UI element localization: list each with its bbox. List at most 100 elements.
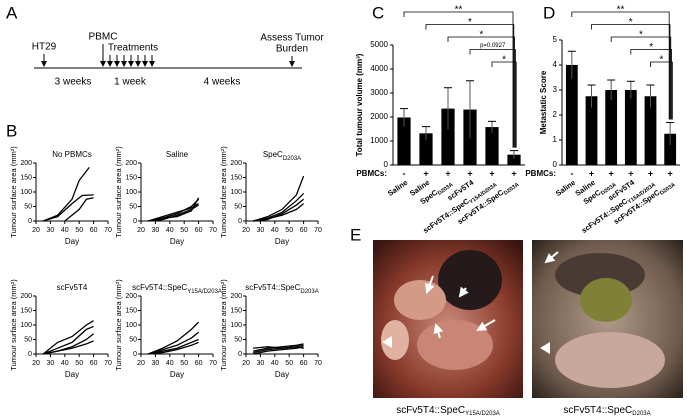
caption-sub: Y15A/D203A: [465, 411, 500, 417]
data-line: [42, 166, 90, 222]
significance-bracket: [571, 11, 670, 120]
y-tick-label: 200: [20, 160, 32, 167]
data-line: [253, 192, 305, 222]
bar: [624, 90, 637, 165]
y-tick-label: 5: [553, 35, 558, 44]
y-axis-label: Tumour surface area (mm²): [219, 279, 228, 371]
x-tick-label: 70: [209, 360, 217, 367]
data-line: [42, 320, 94, 355]
data-line: [147, 321, 200, 355]
x-tick-label: 50: [75, 227, 83, 234]
x-axis-label: Day: [170, 370, 184, 379]
pbmc-sign: +: [467, 168, 472, 178]
category-label-sub: D203A: [503, 182, 520, 197]
significance-bracket: [491, 61, 517, 148]
chart-title-main: scFv5T4::SpeC: [245, 283, 300, 292]
y-tick-label: 2000: [370, 112, 388, 121]
y-tick-label: 100: [125, 322, 137, 329]
y-tick-label: 5000: [370, 40, 388, 49]
photo-arrow: [458, 286, 469, 298]
chart-title-main: No PBMCs: [52, 150, 92, 159]
y-tick-label: 100: [125, 189, 137, 196]
significance-label: *: [659, 55, 663, 66]
significance-bracket: [591, 24, 671, 120]
y-tick-label: 200: [230, 293, 242, 300]
y-tick-label: 50: [234, 203, 242, 210]
y-axis-label: Metastatic Score: [539, 70, 548, 134]
x-axis-label: Day: [170, 237, 184, 246]
y-tick-label: 150: [20, 307, 32, 314]
chart-title-sub: Y15A/D203A: [187, 289, 222, 295]
y-tick-label: 0: [238, 218, 242, 225]
x-tick-label: 50: [180, 227, 188, 234]
caption-main: scFv5T4::SpeC: [563, 405, 632, 416]
x-tick-label: 60: [195, 360, 203, 367]
photo-region: [555, 332, 665, 388]
x-tick-label: 30: [257, 360, 265, 367]
chart-title-main: SpeC: [263, 150, 283, 159]
significance-bracket: [425, 24, 515, 148]
event-label: PBMC: [89, 32, 118, 43]
x-tick-label: 30: [152, 360, 160, 367]
x-tick-label: 50: [285, 360, 293, 367]
y-tick-label: 150: [230, 174, 242, 181]
x-axis-label: Day: [65, 370, 79, 379]
x-tick-label: 20: [32, 360, 40, 367]
significance-bracket: [403, 11, 514, 148]
x-tick-label: 70: [104, 227, 112, 234]
pbmc-sign: +: [628, 168, 633, 178]
data-line: [64, 197, 94, 222]
panel-label: C: [372, 3, 384, 22]
x-tick-label: 40: [271, 227, 279, 234]
axis-line: [245, 296, 318, 355]
y-axis-label: Tumour surface area (mm²): [114, 146, 123, 238]
chart-title: Saline: [166, 150, 189, 159]
photo-arrowhead: [540, 342, 550, 354]
photo: [373, 240, 523, 398]
chart-title: scFv5T4::SpeCY15A/D203A: [132, 283, 222, 294]
bar: [441, 108, 455, 165]
x-tick-label: 40: [166, 360, 174, 367]
x-tick-label: 50: [75, 360, 83, 367]
y-tick-label: 100: [230, 189, 242, 196]
y-tick-label: 1: [553, 135, 558, 144]
x-tick-label: 40: [61, 360, 69, 367]
x-tick-label: 40: [166, 227, 174, 234]
x-tick-label: 30: [257, 227, 265, 234]
caption-sub: D203A: [632, 411, 650, 417]
x-tick-label: 70: [314, 360, 322, 367]
y-tick-label: 50: [234, 336, 242, 343]
photo-arrow: [476, 319, 496, 332]
y-tick-label: 1000: [370, 136, 388, 145]
chart-title-main: scFv5T4: [57, 283, 88, 292]
x-tick-label: 20: [242, 360, 250, 367]
event-label: Assess Tumor: [260, 33, 324, 44]
axis-line: [35, 163, 108, 222]
x-axis-label: Day: [275, 370, 289, 379]
significance-bracket: [630, 49, 672, 120]
pbmc-sign: -: [570, 168, 573, 178]
pbmc-sign: +: [445, 168, 450, 178]
significance-bracket: [650, 61, 673, 120]
pbmc-sign: +: [511, 168, 516, 178]
x-tick-label: 20: [137, 360, 145, 367]
y-axis-label: Tumour surface area (mm²): [9, 279, 18, 371]
x-tick-label: 20: [242, 227, 250, 234]
chart-title: No PBMCs: [52, 150, 92, 159]
pbmc-sign: +: [609, 168, 614, 178]
event-label: Burden: [276, 44, 308, 55]
y-axis-label: Tumour surface area (mm²): [219, 146, 228, 238]
y-tick-label: 2: [553, 110, 558, 119]
chart-title-sub: D203A: [300, 289, 318, 295]
bar: [605, 90, 618, 165]
event-label: HT29: [32, 42, 57, 53]
x-tick-label: 40: [271, 360, 279, 367]
bar: [507, 154, 521, 165]
category-label: Saline: [386, 178, 409, 198]
y-tick-label: 150: [125, 307, 137, 314]
x-tick-label: 60: [300, 360, 308, 367]
x-tick-label: 70: [314, 227, 322, 234]
significance-label: *: [629, 17, 633, 28]
data-line: [148, 331, 200, 355]
panel-label: A: [6, 3, 18, 22]
